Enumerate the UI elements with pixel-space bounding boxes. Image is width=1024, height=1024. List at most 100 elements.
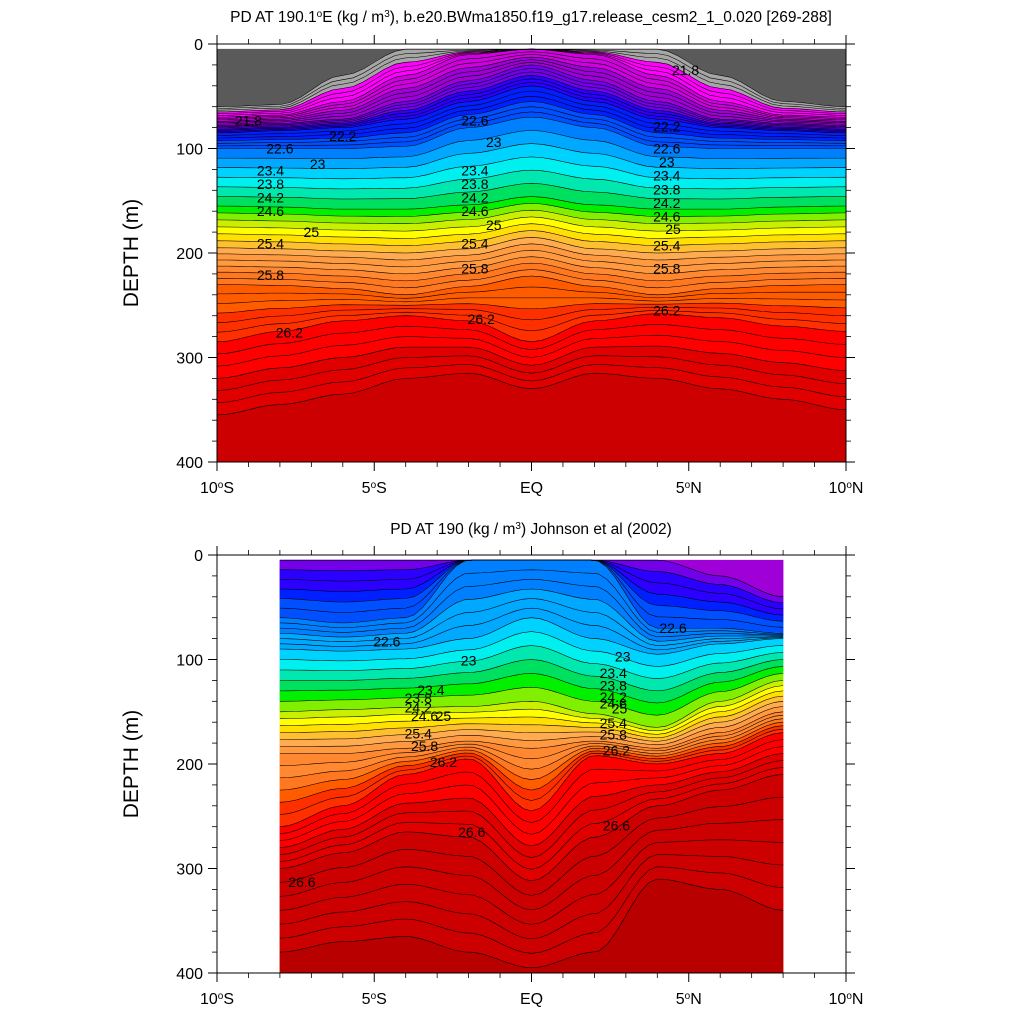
- y-tick-label-1: 100: [176, 142, 203, 159]
- x-tick-label-4: 10oN: [829, 480, 864, 498]
- contour-line-22: [279, 695, 784, 739]
- bottom-panel-contour-lines: [279, 559, 784, 969]
- contour-line-16: [279, 659, 784, 692]
- contour-label-8: 25.8: [411, 738, 438, 754]
- contour-line-13: [279, 617, 784, 655]
- contour-label-6: 24.2: [257, 190, 284, 206]
- contour-line-24: [217, 111, 846, 147]
- contour-line-20: [279, 685, 784, 732]
- contour-line-23: [217, 106, 846, 144]
- bottom-panel: PD AT 190 (kg / m3) Johnson et al (2002)…: [120, 521, 863, 1009]
- contour-line-11: [217, 59, 846, 123]
- contour-line-48: [217, 310, 846, 333]
- contour-label-20: 25.8: [600, 727, 627, 743]
- contour-line-32: [217, 203, 846, 217]
- contour-line-38: [279, 796, 784, 896]
- contour-line-32: [279, 739, 784, 834]
- contour-label-16: 24.2: [461, 190, 488, 206]
- contour-label-19: 25.4: [600, 715, 627, 731]
- contour-line-34: [279, 753, 784, 848]
- contour-line-25: [279, 711, 784, 754]
- contour-line-39: [279, 819, 784, 911]
- contour-label-1: 23: [461, 653, 477, 669]
- contour-label-7: 25.4: [405, 726, 432, 742]
- contour-line-27: [279, 718, 784, 779]
- contour-label-10: 25.8: [257, 267, 284, 283]
- contour-label-16: 24.2: [600, 689, 627, 705]
- top-panel-density-fills: [217, 48, 846, 462]
- contour-line-26: [217, 130, 846, 159]
- contour-label-26: 23.4: [653, 168, 680, 184]
- contour-label-18: 25: [486, 217, 502, 233]
- contour-label-15: 23.8: [461, 176, 488, 192]
- contour-label-0: 22.6: [373, 634, 400, 650]
- contour-line-38: [217, 243, 846, 261]
- contour-label-13: 23: [615, 648, 631, 664]
- contour-line-31: [279, 732, 784, 827]
- contour-label-10: 26.6: [458, 824, 485, 840]
- contour-label-2: 23.4: [417, 682, 444, 698]
- contour-line-47: [217, 307, 846, 323]
- contour-label-6: 25: [436, 708, 452, 724]
- contour-line-36: [217, 230, 846, 246]
- contour-label-19: 25.4: [461, 236, 488, 252]
- contour-line-43: [217, 275, 846, 296]
- contour-line-52: [217, 345, 846, 379]
- contour-line-21: [217, 96, 846, 139]
- contour-label-5: 24.6: [411, 708, 438, 724]
- y-tick-label-3: 300: [176, 351, 203, 368]
- contour-line-28: [217, 156, 846, 180]
- contour-label-17: 24.6: [600, 695, 627, 711]
- contour-line-15: [279, 645, 784, 679]
- top-panel-contour-labels: 21.822.222.62323.423.824.224.62525.425.8…: [235, 62, 700, 340]
- contour-label-8: 25: [304, 224, 320, 240]
- contour-line-17: [217, 78, 846, 131]
- y-tick-label-2: 200: [176, 757, 203, 774]
- x-tick-label-0: 10oS: [200, 480, 234, 498]
- contour-line-37: [217, 237, 846, 254]
- contour-label-11: 26.2: [276, 324, 303, 340]
- x-tick-label-3: 5oN: [676, 480, 702, 498]
- top-panel: PD AT 190.1oE (kg / m3), b.e20.BWma1850.…: [120, 9, 863, 498]
- contour-label-9: 25.4: [257, 236, 284, 252]
- contour-label-17: 24.6: [461, 203, 488, 219]
- contour-label-18: 25: [612, 701, 628, 717]
- contour-line-26: [279, 714, 784, 766]
- contour-line-11: [279, 598, 784, 646]
- contour-line-24: [279, 706, 784, 747]
- contour-line-50: [217, 324, 846, 355]
- contour-line-44: [217, 286, 846, 299]
- contour-label-27: 23.8: [653, 181, 680, 197]
- contour-line-43: [279, 878, 784, 969]
- contour-line-8: [279, 569, 784, 635]
- contour-line-14: [217, 68, 846, 127]
- contour-line-7: [217, 48, 846, 118]
- contour-line-22: [217, 101, 846, 141]
- contour-line-45: [217, 297, 846, 304]
- contour-line-16: [217, 75, 846, 130]
- contour-line-39: [217, 249, 846, 268]
- contour-line-40: [279, 839, 784, 925]
- x-tick-label-3: 5oN: [676, 991, 702, 1009]
- bottom-panel-axes: 0 100 200 300 400 10oS 5oS EQ 5oN 10oN: [176, 546, 863, 1008]
- x-tick-label-2: EQ: [520, 480, 543, 497]
- contour-line-42: [279, 866, 784, 954]
- contour-label-23: 22.2: [653, 119, 680, 135]
- contour-line-35: [279, 760, 784, 858]
- contour-label-20: 25.8: [461, 261, 488, 277]
- y-tick-label-0: 0: [194, 37, 203, 54]
- contour-label-14: 23.4: [600, 665, 627, 681]
- contour-line-18: [217, 82, 846, 132]
- contour-line-9: [217, 54, 846, 121]
- contour-line-15: [217, 71, 846, 129]
- contour-line-10: [217, 56, 846, 122]
- contour-label-4: 23.4: [257, 162, 284, 178]
- contour-label-14: 23.4: [461, 162, 488, 178]
- contour-line-29: [279, 725, 784, 803]
- contour-label-22: 26.6: [603, 818, 630, 834]
- y-tick-label-0: 0: [194, 548, 203, 565]
- contour-line-10: [279, 588, 784, 642]
- contour-line-53: [217, 355, 846, 391]
- contour-line-19: [217, 85, 846, 134]
